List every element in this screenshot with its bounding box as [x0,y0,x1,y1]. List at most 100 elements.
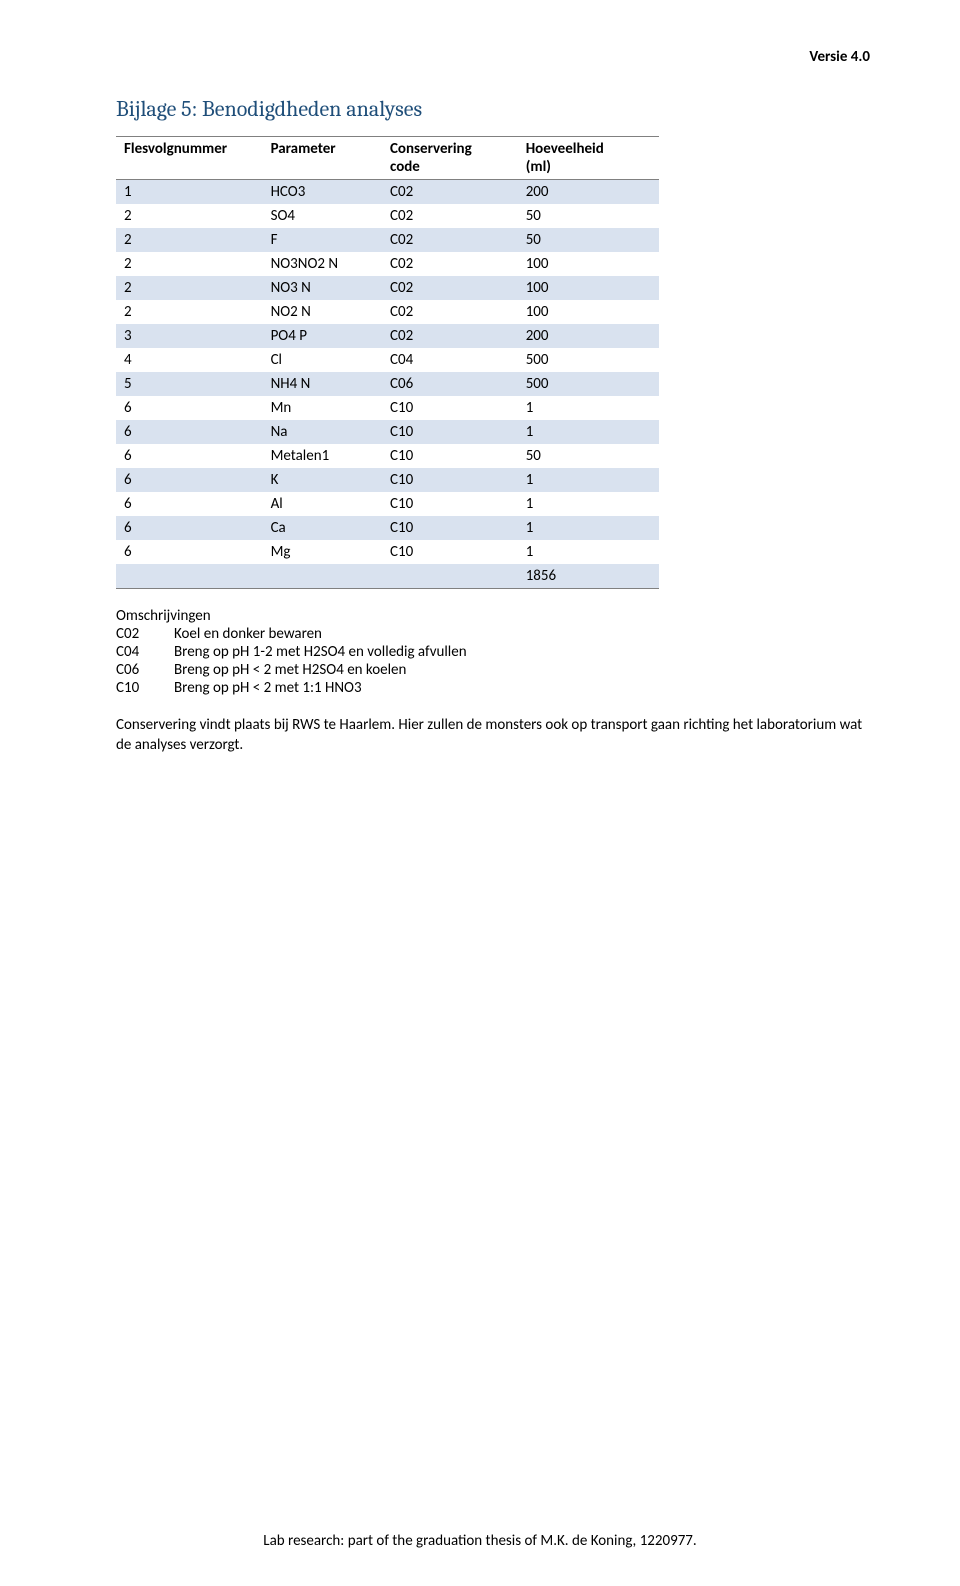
cell-amt: 1 [518,468,659,492]
paragraph: Conservering vindt plaats bij RWS te Haa… [116,715,870,756]
analyses-table: Flesvolgnummer Parameter Conservering co… [116,136,659,589]
table-row: 2 NO3NO2 N C02 100 [116,252,659,276]
cell-code: C10 [382,396,518,420]
cell-n: 6 [116,540,263,564]
cell-total: 1856 [518,564,659,589]
cell-code: C02 [382,276,518,300]
table-row: 6 Ca C10 1 [116,516,659,540]
cell-code: C10 [382,444,518,468]
cell-param: Mn [263,396,382,420]
cell-param: K [263,468,382,492]
definition-key: C02 [116,625,174,643]
table-row: 1 HCO3 C02 200 [116,180,659,205]
col-conservering-line1: Conservering [390,140,472,158]
cell-n: 5 [116,372,263,396]
table-row: 6 Mg C10 1 [116,540,659,564]
table-row: 3 PO4 P C02 200 [116,324,659,348]
cell-n: 6 [116,420,263,444]
cell-code: C10 [382,420,518,444]
definition-val: Koel en donker bewaren [174,625,870,643]
cell-code: C02 [382,324,518,348]
cell-code: C04 [382,348,518,372]
cell-amt: 100 [518,252,659,276]
cell-amt: 1 [518,396,659,420]
definition-val: Breng op pH < 2 met 1:1 HNO3 [174,679,870,697]
definition-key: C06 [116,661,174,679]
table-row: 6 Al C10 1 [116,492,659,516]
definition-val: Breng op pH 1-2 met H2SO4 en volledig af… [174,643,870,661]
section-title: Bijlage 5: Benodigdheden analyses [116,96,870,122]
col-hoeveelheid-line2: (ml) [526,158,551,176]
cell-code: C10 [382,516,518,540]
table-row: 6 Na C10 1 [116,420,659,444]
table-row: 2 F C02 50 [116,228,659,252]
cell-n: 2 [116,204,263,228]
cell-code: C02 [382,180,518,205]
cell-n: 2 [116,252,263,276]
cell-param: SO4 [263,204,382,228]
cell-amt: 500 [518,372,659,396]
cell-param: NO3 N [263,276,382,300]
col-hoeveelheid-line1: Hoeveelheid [526,140,604,158]
cell-param: Cl [263,348,382,372]
table-row: 6 K C10 1 [116,468,659,492]
definition-val: Breng op pH < 2 met H2SO4 en koelen [174,661,870,679]
table-row: 5 NH4 N C06 500 [116,372,659,396]
cell-code: C02 [382,300,518,324]
definitions: Omschrijvingen C02 Koel en donker beware… [116,607,870,697]
cell-param: Metalen1 [263,444,382,468]
table-row: 2 NO2 N C02 100 [116,300,659,324]
table-row: 6 Mn C10 1 [116,396,659,420]
cell-param: HCO3 [263,180,382,205]
cell-amt: 1 [518,516,659,540]
cell-n: 2 [116,276,263,300]
table-row: 2 SO4 C02 50 [116,204,659,228]
definition-row: C10 Breng op pH < 2 met 1:1 HNO3 [116,679,870,697]
cell-amt: 500 [518,348,659,372]
footer: Lab research: part of the graduation the… [0,1532,960,1550]
cell-amt: 100 [518,300,659,324]
cell-amt: 1 [518,492,659,516]
col-flesvolgnummer: Flesvolgnummer [116,137,263,180]
cell-n: 1 [116,180,263,205]
cell-amt: 200 [518,324,659,348]
cell-code: C02 [382,228,518,252]
cell-param: NH4 N [263,372,382,396]
cell-code: C10 [382,468,518,492]
cell-amt: 1 [518,420,659,444]
cell-param: NO3NO2 N [263,252,382,276]
cell-param: Mg [263,540,382,564]
definition-row: C04 Breng op pH 1-2 met H2SO4 en volledi… [116,643,870,661]
cell-param: Ca [263,516,382,540]
definition-key: C04 [116,643,174,661]
cell-amt: 100 [518,276,659,300]
definitions-title: Omschrijvingen [116,607,870,625]
col-hoeveelheid: Hoeveelheid (ml) [518,137,659,180]
cell-param: Al [263,492,382,516]
cell-param: PO4 P [263,324,382,348]
col-conservering-code: Conservering code [382,137,518,180]
cell-n: 2 [116,228,263,252]
cell-code: C10 [382,540,518,564]
cell-n: 2 [116,300,263,324]
col-conservering-line2: code [390,158,420,176]
cell-param: F [263,228,382,252]
table-total-row: 1856 [116,564,659,589]
cell-code: C10 [382,492,518,516]
cell-n: 6 [116,468,263,492]
cell-amt: 1 [518,540,659,564]
cell-n: 3 [116,324,263,348]
table-row: 6 Metalen1 C10 50 [116,444,659,468]
table-body: 1 HCO3 C02 200 2 SO4 C02 50 2 F C02 50 2… [116,180,659,589]
table-row: 2 NO3 N C02 100 [116,276,659,300]
cell-amt: 50 [518,228,659,252]
cell-param: NO2 N [263,300,382,324]
cell-n: 6 [116,396,263,420]
cell-param: Na [263,420,382,444]
version-label: Versie 4.0 [809,48,870,66]
definition-row: C02 Koel en donker bewaren [116,625,870,643]
cell-n: 6 [116,492,263,516]
cell-amt: 50 [518,204,659,228]
cell-code: C02 [382,252,518,276]
cell-n: 6 [116,516,263,540]
